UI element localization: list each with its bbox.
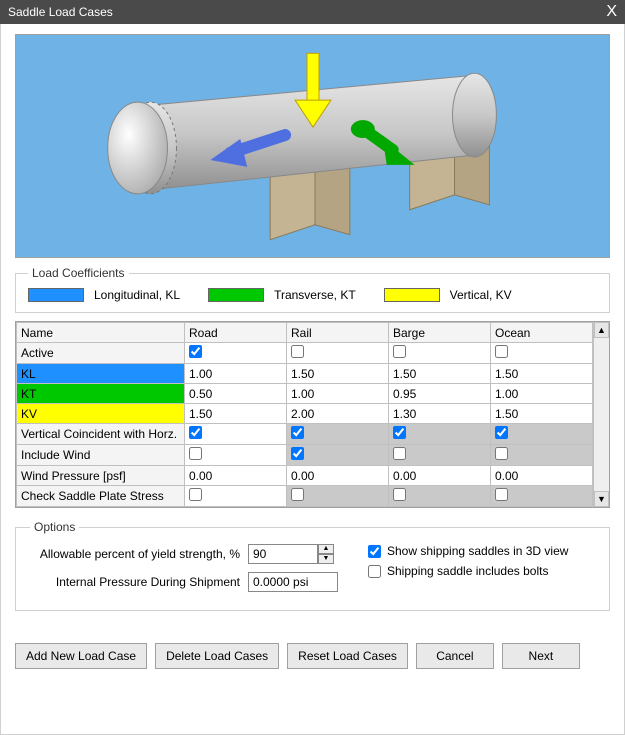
table-scrollbar[interactable]: ▲ ▼ <box>593 322 609 507</box>
coefficients-legend: Load Coefficients <box>28 266 129 280</box>
cell-checkbox[interactable] <box>393 447 406 460</box>
cell-value[interactable]: 0.00 <box>185 466 287 486</box>
close-icon[interactable]: X <box>606 3 617 21</box>
coefficient-item: Longitudinal, KL <box>28 288 180 302</box>
table-header: Name <box>17 323 185 343</box>
cell-checkbox[interactable] <box>291 447 304 460</box>
coefficient-item: Vertical, KV <box>384 288 512 302</box>
cancel-button[interactable]: Cancel <box>416 643 494 669</box>
delete-load-cases-button[interactable]: Delete Load Cases <box>155 643 279 669</box>
table-row: Wind Pressure [psf]0.000.000.000.00 <box>17 466 593 486</box>
row-label: Check Saddle Plate Stress <box>17 486 185 507</box>
coefficient-label: Transverse, KT <box>274 288 356 302</box>
cell-value[interactable]: 1.50 <box>491 364 593 384</box>
spin-up-icon[interactable]: ▲ <box>318 544 334 554</box>
color-swatch <box>384 288 440 302</box>
options-legend: Options <box>30 520 79 534</box>
scroll-up-icon[interactable]: ▲ <box>594 322 609 338</box>
cell-checkbox[interactable] <box>495 488 508 501</box>
cell-checkbox[interactable] <box>291 426 304 439</box>
includes-bolts-checkbox[interactable]: Shipping saddle includes bolts <box>368 564 568 578</box>
table-header: Ocean <box>491 323 593 343</box>
cell-value[interactable]: 1.50 <box>287 364 389 384</box>
table-row: KV1.502.001.301.50 <box>17 404 593 424</box>
table-row: Include Wind <box>17 445 593 466</box>
scroll-down-icon[interactable]: ▼ <box>594 491 609 507</box>
cell-checkbox[interactable] <box>393 345 406 358</box>
cell-checkbox[interactable] <box>189 426 202 439</box>
cell-value[interactable]: 1.50 <box>185 404 287 424</box>
table-header: Barge <box>389 323 491 343</box>
color-swatch <box>208 288 264 302</box>
cell-value[interactable]: 0.00 <box>389 466 491 486</box>
pressure-label: Internal Pressure During Shipment <box>30 575 240 589</box>
row-label: Vertical Coincident with Horz. <box>17 424 185 445</box>
load-case-table: NameRoadRailBargeOcean ActiveKL1.001.501… <box>16 322 593 507</box>
coefficient-item: Transverse, KT <box>208 288 356 302</box>
pressure-input[interactable] <box>248 572 338 592</box>
row-label: Active <box>17 343 185 364</box>
table-row: KL1.001.501.501.50 <box>17 364 593 384</box>
load-case-table-wrap: NameRoadRailBargeOcean ActiveKL1.001.501… <box>15 321 610 508</box>
cell-checkbox[interactable] <box>291 488 304 501</box>
row-label: KL <box>17 364 185 384</box>
cell-checkbox[interactable] <box>189 488 202 501</box>
cell-value[interactable]: 0.50 <box>185 384 287 404</box>
table-row: Active <box>17 343 593 364</box>
window-title: Saddle Load Cases <box>8 5 113 19</box>
show-3d-checkbox[interactable]: Show shipping saddles in 3D view <box>368 544 568 558</box>
row-label: Wind Pressure [psf] <box>17 466 185 486</box>
yield-input[interactable] <box>248 544 318 564</box>
table-header: Rail <box>287 323 389 343</box>
cell-checkbox[interactable] <box>189 447 202 460</box>
cell-value[interactable]: 1.30 <box>389 404 491 424</box>
cell-checkbox[interactable] <box>291 345 304 358</box>
table-row: Vertical Coincident with Horz. <box>17 424 593 445</box>
cell-checkbox[interactable] <box>495 447 508 460</box>
cell-value[interactable]: 0.00 <box>491 466 593 486</box>
cell-checkbox[interactable] <box>495 426 508 439</box>
cell-value[interactable]: 1.50 <box>491 404 593 424</box>
row-label: KT <box>17 384 185 404</box>
cell-checkbox[interactable] <box>495 345 508 358</box>
cell-value[interactable]: 0.00 <box>287 466 389 486</box>
titlebar: Saddle Load Cases X <box>0 0 625 24</box>
cell-checkbox[interactable] <box>393 488 406 501</box>
coefficient-label: Longitudinal, KL <box>94 288 180 302</box>
coefficient-label: Vertical, KV <box>450 288 512 302</box>
cell-checkbox[interactable] <box>189 345 202 358</box>
color-swatch <box>28 288 84 302</box>
yield-label: Allowable percent of yield strength, % <box>30 547 240 561</box>
table-row: Check Saddle Plate Stress <box>17 486 593 507</box>
row-label: KV <box>17 404 185 424</box>
spin-down-icon[interactable]: ▼ <box>318 554 334 564</box>
table-row: KT0.501.000.951.00 <box>17 384 593 404</box>
cell-value[interactable]: 1.00 <box>287 384 389 404</box>
button-bar: Add New Load Case Delete Load Cases Rese… <box>15 643 610 669</box>
cell-checkbox[interactable] <box>393 426 406 439</box>
cell-value[interactable]: 1.00 <box>185 364 287 384</box>
cell-value[interactable]: 1.50 <box>389 364 491 384</box>
load-coefficients-group: Load Coefficients Longitudinal, KL Transv… <box>15 266 610 313</box>
cell-value[interactable]: 1.00 <box>491 384 593 404</box>
cell-value[interactable]: 0.95 <box>389 384 491 404</box>
reset-load-cases-button[interactable]: Reset Load Cases <box>287 643 408 669</box>
add-load-case-button[interactable]: Add New Load Case <box>15 643 147 669</box>
cell-value[interactable]: 2.00 <box>287 404 389 424</box>
next-button[interactable]: Next <box>502 643 580 669</box>
table-header: Road <box>185 323 287 343</box>
row-label: Include Wind <box>17 445 185 466</box>
dialog-content: Load Coefficients Longitudinal, KL Transv… <box>0 24 625 735</box>
options-group: Options Allowable percent of yield stren… <box>15 520 610 611</box>
vessel-preview <box>15 34 610 258</box>
